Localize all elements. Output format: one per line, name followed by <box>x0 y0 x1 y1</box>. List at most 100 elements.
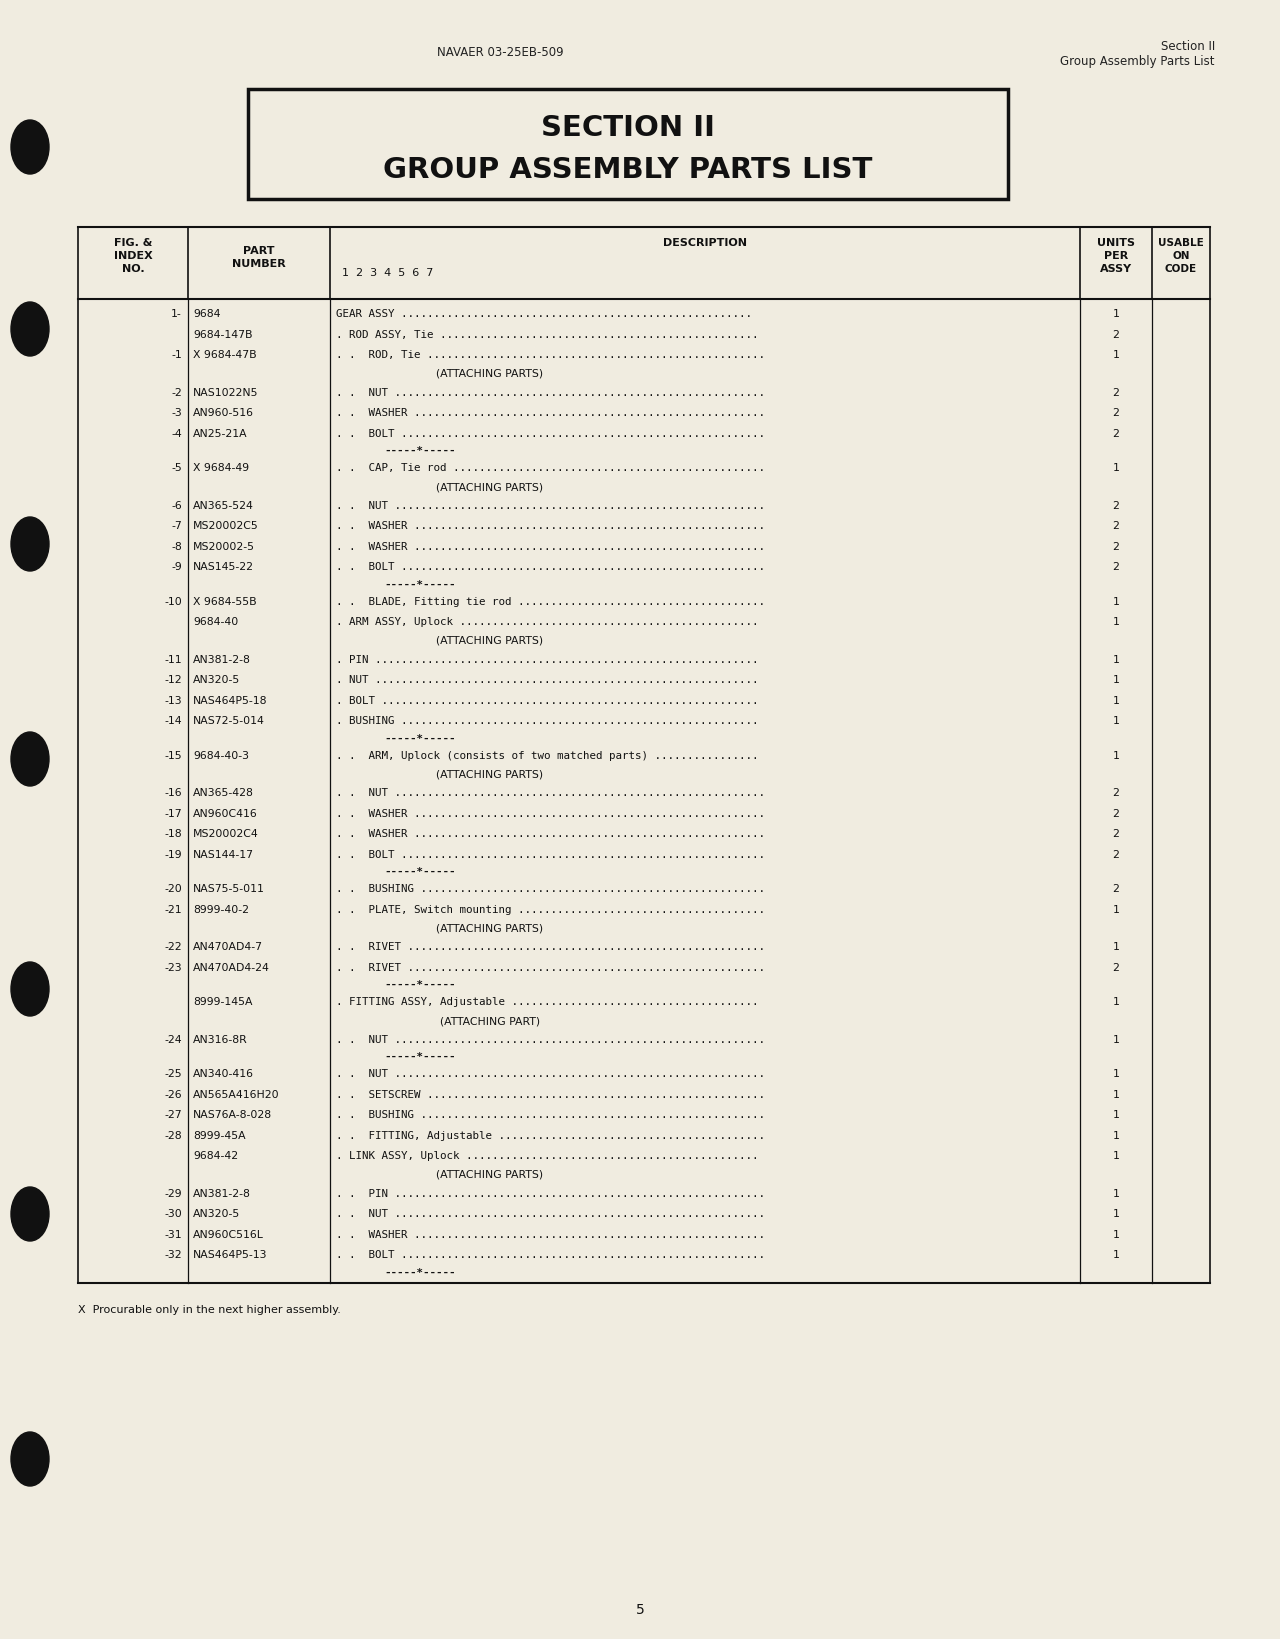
Text: . .  RIVET .......................................................: . . RIVET ..............................… <box>335 962 765 972</box>
Text: (ATTACHING PARTS): (ATTACHING PARTS) <box>436 923 544 933</box>
Text: -15: -15 <box>164 751 182 760</box>
Text: X 9684-49: X 9684-49 <box>193 462 250 474</box>
Text: . .  FITTING, Adjustable .........................................: . . FITTING, Adjustable ................… <box>335 1129 765 1141</box>
Text: MS20002C5: MS20002C5 <box>193 521 259 531</box>
Ellipse shape <box>12 962 49 1016</box>
Text: -28: -28 <box>164 1129 182 1141</box>
Text: 1-: 1- <box>172 310 182 320</box>
Text: -14: -14 <box>164 716 182 726</box>
Ellipse shape <box>12 303 49 357</box>
Text: (ATTACHING PARTS): (ATTACHING PARTS) <box>436 769 544 779</box>
Text: -----*-----: -----*----- <box>384 733 456 742</box>
Text: 1: 1 <box>1112 310 1120 320</box>
Text: USABLE: USABLE <box>1158 238 1204 247</box>
Text: 2: 2 <box>1112 808 1120 818</box>
Text: GROUP ASSEMBLY PARTS LIST: GROUP ASSEMBLY PARTS LIST <box>383 156 873 184</box>
Text: . .  PLATE, Switch mounting ......................................: . . PLATE, Switch mounting .............… <box>335 905 765 915</box>
Text: AN365-428: AN365-428 <box>193 788 253 798</box>
Text: AN381-2-8: AN381-2-8 <box>193 1188 251 1198</box>
Text: . .  WASHER ......................................................: . . WASHER .............................… <box>335 1229 765 1239</box>
Text: -5: -5 <box>172 462 182 474</box>
Text: 1: 1 <box>1112 716 1120 726</box>
Text: . LINK ASSY, Uplock .............................................: . LINK ASSY, Uplock ....................… <box>335 1151 759 1160</box>
Text: 2: 2 <box>1112 329 1120 339</box>
Text: NAVAER 03-25EB-509: NAVAER 03-25EB-509 <box>436 46 563 59</box>
Text: -3: -3 <box>172 408 182 418</box>
Text: -20: -20 <box>164 883 182 893</box>
Text: GEAR ASSY ......................................................: GEAR ASSY ..............................… <box>335 310 753 320</box>
Text: 1: 1 <box>1112 1208 1120 1218</box>
Text: 1: 1 <box>1112 1110 1120 1119</box>
Text: NAS464P5-13: NAS464P5-13 <box>193 1249 268 1259</box>
Text: 1: 1 <box>1112 654 1120 664</box>
Text: -18: -18 <box>164 829 182 839</box>
Text: -----*-----: -----*----- <box>384 1267 456 1277</box>
Text: -----*-----: -----*----- <box>384 1051 456 1062</box>
Bar <box>248 90 1009 200</box>
Text: PART: PART <box>243 246 275 256</box>
Text: 1: 1 <box>1112 1151 1120 1160</box>
Text: -16: -16 <box>164 788 182 798</box>
Text: . .  SETSCREW ....................................................: . . SETSCREW ...........................… <box>335 1088 765 1100</box>
Text: . .  BOLT ........................................................: . . BOLT ...............................… <box>335 849 765 859</box>
Text: AN960C516L: AN960C516L <box>193 1229 264 1239</box>
Text: (ATTACHING PARTS): (ATTACHING PARTS) <box>436 636 544 646</box>
Text: -24: -24 <box>164 1034 182 1044</box>
Text: PER: PER <box>1103 251 1128 261</box>
Text: 8999-45A: 8999-45A <box>193 1129 246 1141</box>
Text: -12: -12 <box>164 675 182 685</box>
Text: X 9684-55B: X 9684-55B <box>193 597 256 606</box>
Text: . .  BUSHING .....................................................: . . BUSHING ............................… <box>335 883 765 893</box>
Text: . .  NUT .........................................................: . . NUT ................................… <box>335 1208 765 1218</box>
Text: 9684-40: 9684-40 <box>193 616 238 626</box>
Text: . .  NUT .........................................................: . . NUT ................................… <box>335 1069 765 1078</box>
Text: 2: 2 <box>1112 883 1120 893</box>
Text: . .  BLADE, Fitting tie rod ......................................: . . BLADE, Fitting tie rod .............… <box>335 597 765 606</box>
Text: AN960C416: AN960C416 <box>193 808 257 818</box>
Text: INDEX: INDEX <box>114 251 152 261</box>
Text: 2: 2 <box>1112 829 1120 839</box>
Text: . FITTING ASSY, Adjustable ......................................: . FITTING ASSY, Adjustable .............… <box>335 997 759 1006</box>
Text: . .  ROD, Tie ....................................................: . . ROD, Tie ...........................… <box>335 351 765 361</box>
Text: 2: 2 <box>1112 541 1120 551</box>
Text: -25: -25 <box>164 1069 182 1078</box>
Text: -7: -7 <box>172 521 182 531</box>
Ellipse shape <box>12 1432 49 1487</box>
Text: 8999-145A: 8999-145A <box>193 997 252 1006</box>
Text: 2: 2 <box>1112 387 1120 398</box>
Text: 1: 1 <box>1112 751 1120 760</box>
Text: 1: 1 <box>1112 942 1120 952</box>
Ellipse shape <box>12 1187 49 1241</box>
Text: X  Procurable only in the next higher assembly.: X Procurable only in the next higher ass… <box>78 1305 340 1314</box>
Text: . ARM ASSY, Uplock ..............................................: . ARM ASSY, Uplock .....................… <box>335 616 759 626</box>
Text: 2: 2 <box>1112 849 1120 859</box>
Text: . BOLT ..........................................................: . BOLT .................................… <box>335 695 759 705</box>
Text: SECTION II: SECTION II <box>541 115 716 143</box>
Text: -----*-----: -----*----- <box>384 446 456 456</box>
Text: (ATTACHING PARTS): (ATTACHING PARTS) <box>436 482 544 492</box>
Text: . .  WASHER ......................................................: . . WASHER .............................… <box>335 408 765 418</box>
Text: . BUSHING .......................................................: . BUSHING ..............................… <box>335 716 759 726</box>
Text: 1: 1 <box>1112 462 1120 474</box>
Text: 9684-147B: 9684-147B <box>193 329 252 339</box>
Text: . .  BOLT ........................................................: . . BOLT ...............................… <box>335 1249 765 1259</box>
Text: 2: 2 <box>1112 788 1120 798</box>
Text: AN381-2-8: AN381-2-8 <box>193 654 251 664</box>
Text: 1: 1 <box>1112 675 1120 685</box>
Text: -22: -22 <box>164 942 182 952</box>
Text: 1: 1 <box>1112 997 1120 1006</box>
Text: 1: 1 <box>1112 1249 1120 1259</box>
Text: . .  ARM, Uplock (consists of two matched parts) ................: . . ARM, Uplock (consists of two matched… <box>335 751 759 760</box>
Ellipse shape <box>12 733 49 787</box>
Text: 2: 2 <box>1112 408 1120 418</box>
Text: AN470AD4-24: AN470AD4-24 <box>193 962 270 972</box>
Text: 2: 2 <box>1112 428 1120 439</box>
Text: -1: -1 <box>172 351 182 361</box>
Text: 1: 1 <box>1112 1229 1120 1239</box>
Text: -17: -17 <box>164 808 182 818</box>
Text: 9684-42: 9684-42 <box>193 1151 238 1160</box>
Text: -----*-----: -----*----- <box>384 579 456 588</box>
Text: -19: -19 <box>164 849 182 859</box>
Ellipse shape <box>12 518 49 572</box>
Text: . .  WASHER ......................................................: . . WASHER .............................… <box>335 521 765 531</box>
